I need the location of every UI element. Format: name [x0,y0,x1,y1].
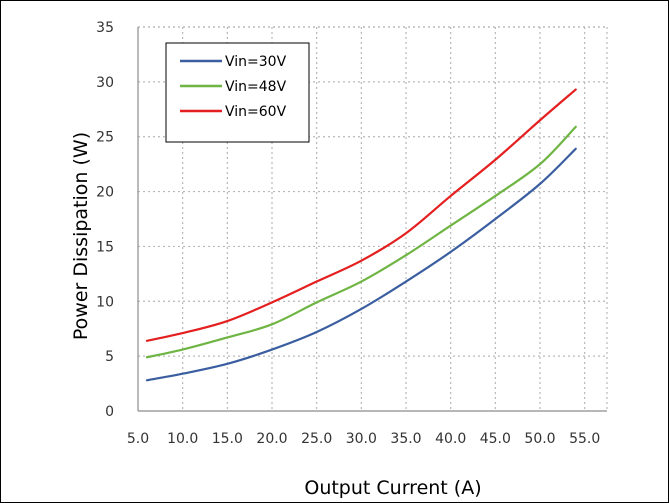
x-tick-label: 50.0 [524,431,555,447]
x-tick-label: 15.0 [212,431,243,447]
x-tick-label: 20.0 [256,431,287,447]
axes [137,27,607,412]
legend-label-vin-30v: Vin=30V [225,54,287,70]
y-tick-label: 35 [96,20,114,36]
series-lines [145,88,577,382]
series-line-vin-30v [145,147,577,382]
x-tick-label: 40.0 [435,431,466,447]
grid-lines [138,26,608,411]
legend-label-vin-60v: Vin=60V [225,104,287,120]
x-tick-label: 30.0 [346,431,377,447]
series-line-vin-48v [145,125,577,359]
x-tick-label: 35.0 [390,431,421,447]
x-tick-label: 45.0 [480,431,511,447]
x-axis-title: Output Current (A) [304,477,481,499]
series-line-vin-60v [145,88,577,342]
legend-label-vin-48v: Vin=48V [225,79,287,95]
x-tick-label: 25.0 [301,431,332,447]
y-tick-label: 10 [96,294,114,310]
y-tick-label: 0 [105,404,114,420]
x-tick-label: 55.0 [569,431,600,447]
y-tick-label: 30 [96,75,114,91]
legend-box [165,42,310,143]
y-tick-label: 25 [96,130,114,146]
y-tick-label: 15 [96,239,114,255]
tick-labels: 0 5 10 15 20 25 30 35 5.0 10.0 15.0 20.0 25.0 30.0 35.… [96,20,600,447]
x-tick-label: 5.0 [127,431,149,447]
legend: Vin=30V Vin=48V Vin=60V [165,42,310,143]
y-tick-label: 5 [105,349,114,365]
y-axis-title: Power Dissipation (W) [70,132,92,340]
x-tick-label: 10.0 [167,431,198,447]
y-tick-label: 20 [96,185,114,201]
